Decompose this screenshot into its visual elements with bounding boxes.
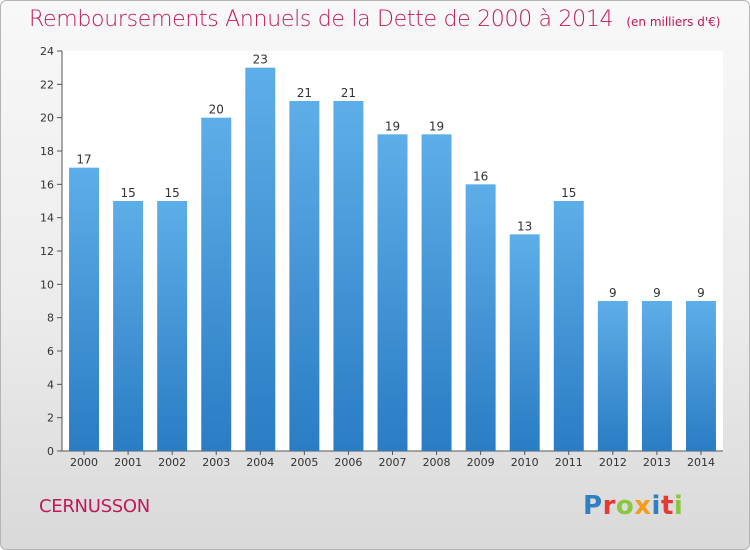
data-labels-group: 17 15 15 20 23 21 21 19 19 16 13 15 9 9 9: [76, 53, 704, 300]
data-label: 9: [653, 286, 661, 300]
data-label: 21: [341, 86, 356, 100]
logo-letter: i: [673, 491, 684, 521]
y-tick-label: 14: [40, 212, 54, 225]
bar: [641, 301, 672, 451]
bar: [465, 184, 496, 452]
data-label: 15: [165, 186, 180, 200]
data-label: 16: [473, 169, 488, 183]
data-label: 15: [120, 186, 135, 200]
bar: [685, 301, 716, 451]
y-tick-label: 4: [47, 378, 54, 391]
x-tick-label: 2003: [202, 456, 230, 469]
x-tick-label: 2007: [379, 456, 407, 469]
bar: [69, 167, 100, 451]
y-tick-label: 24: [40, 45, 54, 58]
y-tick-label: 2: [47, 412, 54, 425]
x-tick-label: 2008: [423, 456, 451, 469]
logo-letter: i: [651, 491, 661, 521]
proxiti-logo: Proxiti: [583, 491, 683, 521]
x-tick-label: 2013: [643, 456, 671, 469]
y-tick-label: 20: [40, 112, 54, 125]
logo-letter: x: [634, 491, 652, 521]
data-label: 15: [561, 186, 576, 200]
chart-subtitle: (en milliers d'€): [626, 15, 721, 29]
bar: [421, 134, 452, 452]
y-tick-label: 8: [47, 312, 54, 325]
bar: [377, 134, 408, 452]
x-tick-label: 2001: [114, 456, 142, 469]
y-tick-label: 6: [47, 345, 54, 358]
title-row: Remboursements Annuels de la Dette de 20…: [29, 7, 720, 32]
logo-letter: r: [602, 491, 616, 521]
data-label: 19: [385, 119, 400, 133]
y-tick-label: 12: [40, 245, 54, 258]
bar: [597, 301, 628, 451]
bar: [509, 234, 540, 451]
x-tick-label: 2002: [158, 456, 186, 469]
x-axis: 2000 2001 2002 2003 2004 2005 2006 2007 2008 2009…: [62, 450, 723, 469]
x-tick-label: 2006: [334, 456, 362, 469]
bar: [245, 67, 276, 452]
bar: [201, 117, 232, 452]
bars-group: [69, 67, 716, 452]
y-tick-label: 18: [40, 145, 54, 158]
x-tick-label: 2005: [290, 456, 318, 469]
logo-letter: t: [660, 491, 674, 521]
logo-letter: o: [615, 491, 635, 521]
data-label: 9: [609, 286, 617, 300]
bar: [553, 201, 584, 451]
bar: [289, 101, 320, 451]
data-label: 20: [209, 103, 224, 117]
logo-letter: P: [583, 491, 603, 521]
x-tick-label: 2011: [555, 456, 583, 469]
data-label: 13: [517, 219, 532, 233]
y-tick-label: 10: [40, 278, 54, 291]
data-label: 19: [429, 119, 444, 133]
x-tick-label: 2012: [599, 456, 627, 469]
x-tick-label: 2014: [687, 456, 715, 469]
data-label: 23: [253, 53, 268, 67]
bar: [113, 201, 144, 451]
city-name: CERNUSSON: [39, 496, 150, 517]
y-tick-label: 0: [47, 445, 54, 458]
x-tick-label: 2004: [246, 456, 274, 469]
bar: [157, 201, 188, 451]
chart-title: Remboursements Annuels de la Dette de 20…: [29, 7, 614, 32]
y-tick-label: 16: [40, 178, 54, 191]
bar: [333, 101, 364, 451]
data-label: 9: [697, 286, 705, 300]
x-tick-label: 2010: [511, 456, 539, 469]
y-tick-label: 22: [40, 78, 54, 91]
data-label: 21: [297, 86, 312, 100]
x-tick-label: 2000: [70, 456, 98, 469]
data-label: 17: [76, 153, 91, 167]
x-tick-label: 2009: [467, 456, 495, 469]
